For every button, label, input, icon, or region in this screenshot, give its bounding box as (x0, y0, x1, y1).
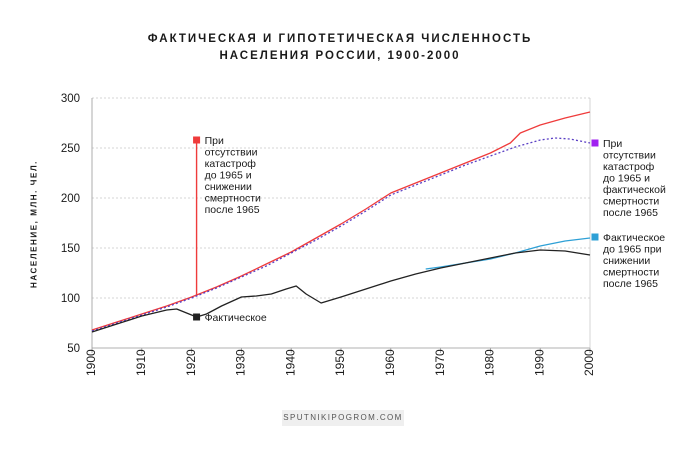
y-tick-label: 200 (61, 193, 80, 205)
annotation-text-purple_label: до 1965 и (603, 173, 650, 185)
y-tick-label: 100 (61, 293, 80, 305)
series-line-red (91, 111, 591, 331)
annotation-text-red_label: отсутствии (205, 147, 258, 159)
annotation-text-purple_label: смертности (603, 196, 659, 208)
y-tick-label: 50 (67, 343, 80, 355)
annotation-marker-blue_label (591, 233, 599, 241)
annotation-text-purple_label: При (603, 138, 622, 150)
y-tick-label: 300 (61, 93, 80, 105)
y-tick-label: 250 (61, 143, 80, 155)
annotation-text-red_label: При (205, 135, 224, 147)
annotation-marker-red_label (193, 136, 201, 144)
annotation-text-blue_label: Фактическое (603, 232, 665, 244)
x-tick-label: 1950 (333, 349, 347, 376)
annotation-text-black_label: Фактическое (205, 312, 267, 324)
annotation-text-purple_label: отсутствии (603, 150, 656, 162)
x-tick-label: 1980 (483, 349, 497, 376)
x-tick-label: 1960 (383, 349, 397, 376)
chart-title-line2: НАСЕЛЕНИЯ РОССИИ, 1900-2000 (219, 50, 461, 62)
x-tick-label: 1920 (184, 349, 198, 376)
series-line-blue (425, 237, 591, 270)
y-tick-label: 150 (61, 243, 80, 255)
annotation-text-purple_label: фактической (603, 184, 666, 196)
annotation-marker-purple_label (591, 139, 599, 147)
x-tick-label: 1900 (84, 349, 98, 376)
x-tick-label: 1910 (134, 349, 148, 376)
chart-title-line1: ФАКТИЧЕСКАЯ И ГИПОТЕТИЧЕСКАЯ ЧИСЛЕННОСТЬ (147, 33, 533, 45)
x-tick-label: 1940 (283, 349, 297, 376)
annotation-text-blue_label: смертности (603, 267, 659, 279)
x-tick-label: 1990 (532, 349, 546, 376)
annotation-text-blue_label: до 1965 при (603, 244, 662, 256)
annotation-text-purple_label: после 1965 (603, 207, 658, 219)
series-line-purple (91, 137, 591, 332)
series-line-black (91, 249, 591, 333)
source-footer: SPUTNIKIPOGROM.COM (282, 410, 404, 426)
annotation-text-red_label: катастроф (205, 158, 257, 170)
annotation-text-blue_label: после 1965 (603, 278, 658, 290)
annotation-text-blue_label: снижении (603, 255, 650, 267)
annotation-marker-black_label (193, 313, 201, 321)
x-tick-label: 1970 (433, 349, 447, 376)
annotation-text-red_label: до 1965 и (205, 170, 252, 182)
annotation-text-red_label: смертности (205, 193, 261, 205)
x-tick-label: 2000 (582, 349, 596, 376)
annotation-text-red_label: после 1965 (205, 204, 260, 216)
annotation-text-purple_label: катастроф (603, 161, 655, 173)
x-tick-label: 1930 (234, 349, 248, 376)
annotation-text-red_label: снижении (205, 181, 252, 193)
